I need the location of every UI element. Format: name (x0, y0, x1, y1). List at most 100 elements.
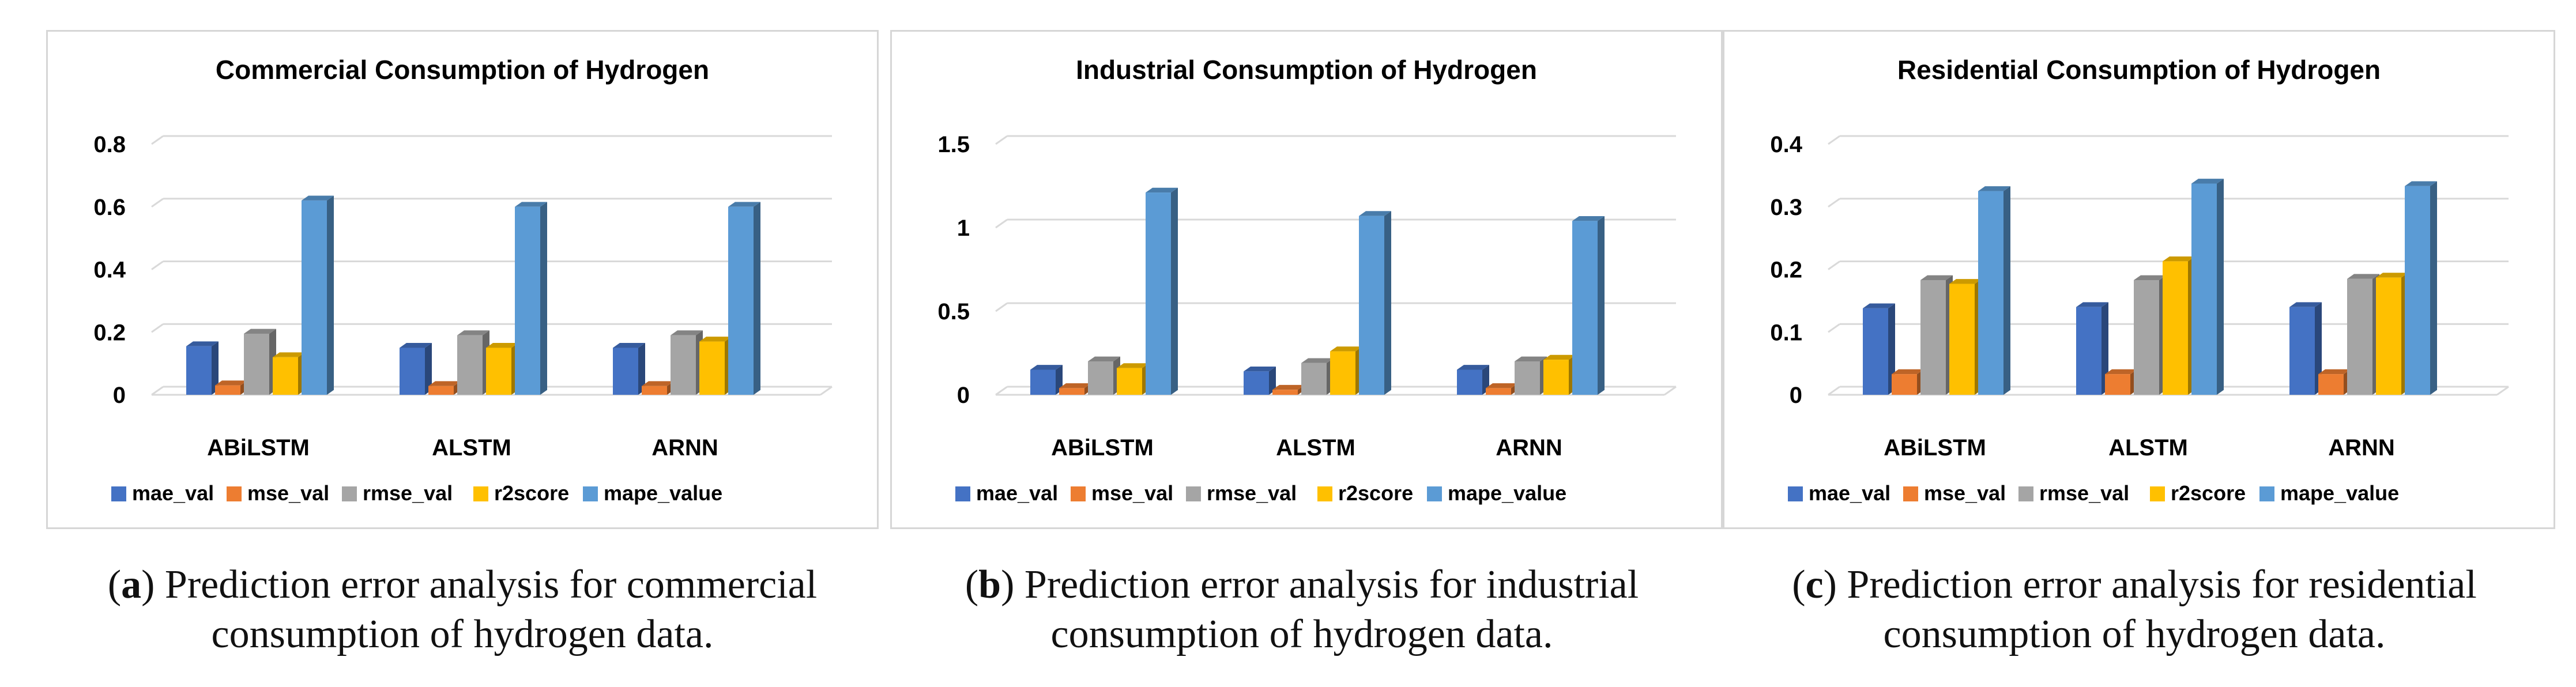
caption-c-line2: consumption of hydrogen data. (1883, 612, 2386, 656)
chart-2-bar-mae_val-ARNN (2289, 302, 2322, 395)
chart-1-ytick: 0 (957, 383, 970, 408)
chart-0-bar-side (212, 341, 219, 395)
chart-1-grid-side (995, 386, 1008, 396)
chart-2-bar-r2score-ARNN (2376, 273, 2408, 395)
chart-0-bar-front (400, 348, 425, 395)
chart-1-bar-mape_value-ARNN (1572, 216, 1605, 395)
caption-b-line2: consumption of hydrogen data. (1050, 612, 1553, 656)
chart-2-bar-front (2318, 374, 2344, 395)
chart-0-ytick: 0.2 (93, 320, 126, 345)
chart-2-bar-mse_val-ABiLSTM (1892, 369, 1924, 395)
chart-0-bar-front (244, 333, 269, 395)
chart-1-bar-front (1515, 361, 1540, 395)
chart-2-bar-front (2405, 186, 2430, 395)
chart-1-bar-front (1486, 388, 1511, 395)
chart-1-bar-top (1244, 367, 1276, 372)
chart-1-bar-top (1272, 384, 1305, 390)
chart-0-bar-top (642, 381, 674, 386)
chart-panel-commercial: Commercial Consumption of Hydrogen 0 0.2 0.… (46, 30, 879, 529)
chart-1-bar-rmse_val-ARNN (1515, 356, 1547, 395)
chart-0-category-label: ARNN (651, 435, 718, 460)
chart-2-title: Residential Consumption of Hydrogen (1897, 55, 2381, 85)
chart-1-legend-swatch-r2score (1317, 486, 1332, 501)
chart-0-bar-mape_value-ABiLSTM (302, 195, 334, 395)
chart-2-bar-top (1892, 369, 1924, 375)
chart-0-bar-top (613, 343, 645, 348)
chart-2-bar-rmse_val-ALSTM (2134, 275, 2166, 395)
chart-1-category-label: ABiLSTM (1051, 435, 1154, 460)
chart-0-bar-rmse_val-ALSTM (457, 330, 489, 395)
chart-2-bar-top (2134, 275, 2166, 280)
chart-0-bar-rmse_val-ABiLSTM (244, 329, 276, 395)
caption-c: (c) Prediction error analysis for reside… (1708, 560, 2561, 659)
chart-0-grid-side (151, 198, 164, 207)
chart-2-ytick: 0.3 (1770, 195, 1802, 220)
caption-c-label: c (1805, 563, 1824, 607)
chart-1-bar-side (1171, 187, 1178, 395)
chart-1-bar-front (1146, 192, 1171, 395)
chart-1-legend-label-r2score: r2score (1338, 481, 1413, 505)
chart-2-legend-label-r2score: r2score (2171, 481, 2246, 505)
chart-2-bar-top (2105, 369, 2137, 375)
chart-2-bar-side (2430, 181, 2437, 395)
chart-2-legend-label-rmse_val: rmse_val (2039, 481, 2129, 505)
chart-2-bar-front (2163, 261, 2188, 395)
chart-0-bar-top (515, 202, 547, 207)
chart-0-legend-label-mse_val: mse_val (247, 481, 329, 505)
chart-1-bar-front (1030, 369, 1056, 395)
chart-2-bar-top (2191, 179, 2224, 184)
chart-commercial: Commercial Consumption of Hydrogen 0 0.2 0.… (93, 55, 833, 505)
chart-2-grid-side (1828, 261, 1840, 270)
chart-2-category-label: ARNN (2328, 435, 2395, 460)
chart-1-grid-side (995, 135, 1008, 145)
chart-0-ytick: 0.4 (93, 258, 126, 283)
chart-0-bar-front (699, 341, 725, 395)
chart-1-bar-mse_val-ABiLSTM (1059, 383, 1091, 395)
chart-0-bar-mape_value-ARNN (728, 202, 760, 395)
chart-2-legend-label-mape_value: mape_value (2280, 481, 2399, 505)
chart-1-bar-front (1244, 371, 1269, 395)
chart-1-bar-r2score-ABiLSTM (1117, 363, 1149, 395)
chart-2-bar-front (2376, 277, 2401, 395)
chart-1-bar-r2score-ALSTM (1330, 346, 1362, 395)
chart-0-bar-top (273, 352, 305, 357)
chart-2-bar-rmse_val-ARNN (2347, 274, 2379, 395)
caption-c-text: ) Prediction error analysis for resident… (1823, 563, 2477, 607)
chart-2-bar-front (2134, 280, 2159, 395)
chart-1-legend-swatch-mape_value (1427, 486, 1442, 501)
chart-0-bar-top (457, 330, 489, 335)
chart-1-bar-top (1486, 383, 1518, 388)
chart-2-bar-front (1978, 191, 2003, 395)
chart-2-category-label: ABiLSTM (1884, 435, 1986, 460)
chart-1-grid-side (995, 302, 1008, 312)
chart-2-bar-side (2003, 186, 2010, 395)
chart-1-bar-mae_val-ARNN (1457, 365, 1489, 395)
chart-0-category-label: ABiLSTM (207, 435, 310, 460)
chart-1-bar-front (1330, 351, 1355, 395)
chart-2-bar-top (1949, 279, 1982, 284)
chart-0-legend-label-rmse_val: rmse_val (363, 481, 453, 505)
chart-1-bar-mae_val-ABiLSTM (1030, 365, 1063, 395)
chart-0-ytick: 0.8 (93, 132, 126, 157)
chart-2-grid-side (1828, 386, 1840, 396)
chart-2-bar-top (2163, 256, 2195, 262)
chart-1-bar-front (1457, 369, 1482, 395)
chart-1-bar-top (1059, 383, 1091, 388)
chart-0-bar-front (273, 357, 298, 395)
chart-0-floor-side (820, 386, 833, 396)
chart-1-legend-swatch-mse_val (1071, 486, 1086, 501)
chart-1-bar-top (1117, 363, 1149, 368)
chart-1-legend-label-mae_val: mae_val (976, 481, 1058, 505)
chart-2-bar-mae_val-ALSTM (2076, 302, 2108, 395)
chart-industrial: Industrial Consumption of Hydrogen 0 0.5 1 1… (937, 55, 1677, 505)
chart-0-grid-side (151, 261, 164, 270)
chart-1-ytick: 1.5 (937, 132, 970, 157)
chart-0-bar-front (215, 385, 240, 395)
chart-2-bar-top (2318, 369, 2351, 375)
chart-0-bar-top (244, 329, 276, 334)
chart-2-bar-side (2102, 302, 2108, 395)
chart-2-bar-front (2076, 307, 2102, 395)
chart-2-bar-top (2376, 273, 2408, 278)
chart-0-bar-r2score-ARNN (699, 337, 732, 395)
chart-0-bar-top (486, 343, 518, 348)
